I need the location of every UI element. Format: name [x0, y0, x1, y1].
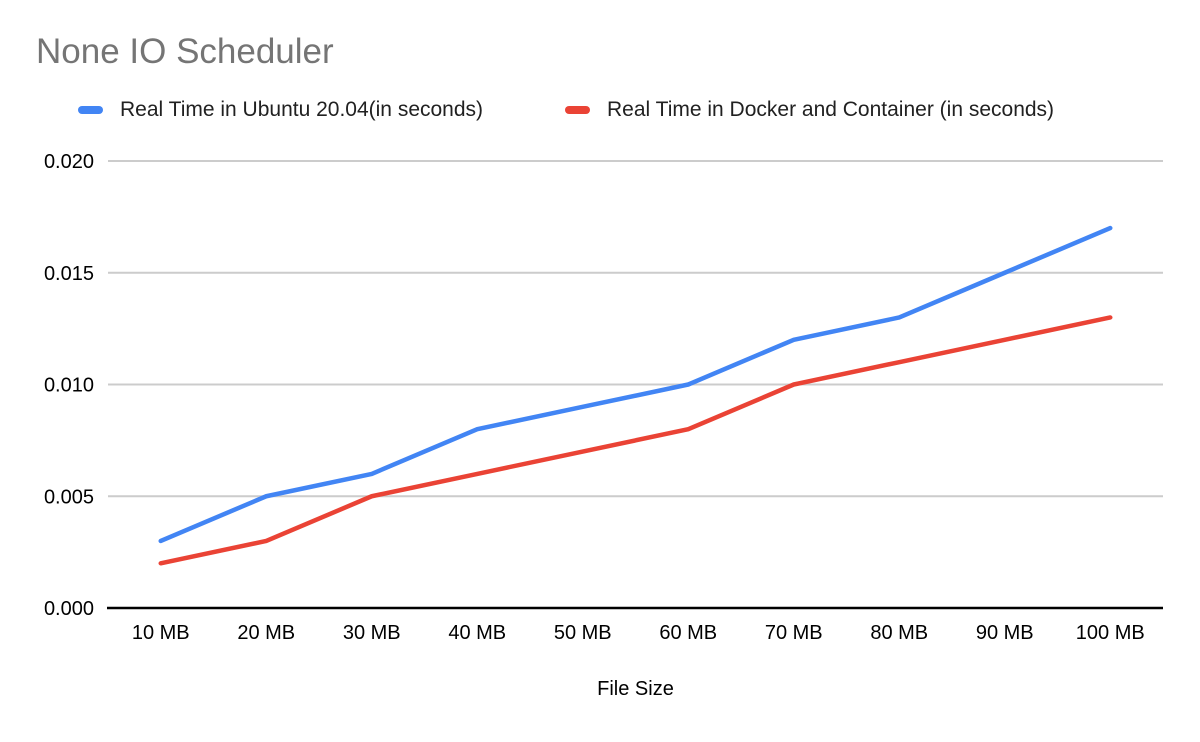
- legend-item-docker: Real Time in Docker and Container (in se…: [565, 98, 1054, 122]
- x-tick-label: 40 MB: [448, 622, 506, 644]
- legend-item-ubuntu: Real Time in Ubuntu 20.04(in seconds): [78, 98, 483, 122]
- y-tick-label: 0.010: [44, 375, 94, 397]
- x-tick-label: 100 MB: [1076, 622, 1145, 644]
- legend-label-docker: Real Time in Docker and Container (in se…: [607, 98, 1055, 121]
- x-tick-label: 30 MB: [343, 622, 401, 644]
- x-tick-label: 50 MB: [554, 622, 612, 644]
- y-tick-label: 0.005: [44, 486, 94, 508]
- x-tick-label: 90 MB: [976, 622, 1034, 644]
- legend-swatch-ubuntu-icon: [78, 106, 103, 114]
- series-line-1: [158, 315, 1113, 566]
- y-tick-label: 0.020: [44, 151, 94, 173]
- x-tick-label: 20 MB: [237, 622, 295, 644]
- y-tick-label: 0.000: [44, 598, 94, 620]
- x-axis-title: File Size: [597, 678, 674, 700]
- legend-label-ubuntu: Real Time in Ubuntu 20.04(in seconds): [120, 98, 484, 121]
- y-tick-label: 0.015: [44, 263, 94, 285]
- x-tick-label: 10 MB: [132, 622, 190, 644]
- x-tick-label: 70 MB: [765, 622, 823, 644]
- series-line-0: [158, 225, 1113, 544]
- chart-title: None IO Scheduler: [36, 32, 334, 71]
- x-tick-label: 80 MB: [870, 622, 928, 644]
- x-tick-label: 60 MB: [659, 622, 717, 644]
- legend-swatch-docker-icon: [565, 106, 590, 114]
